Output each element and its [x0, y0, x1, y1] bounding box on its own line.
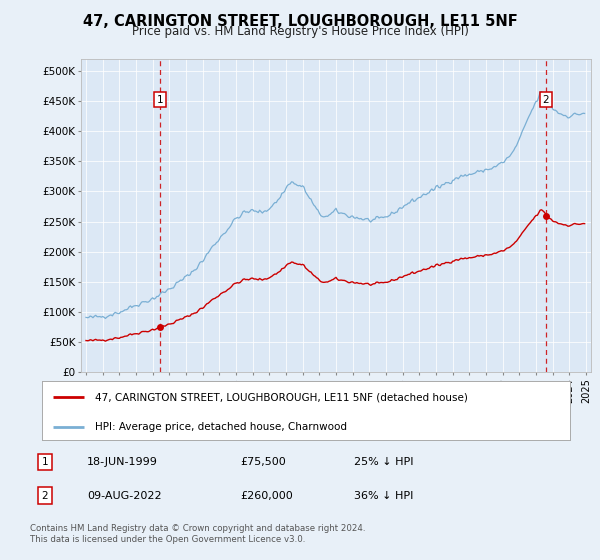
Text: 47, CARINGTON STREET, LOUGHBOROUGH, LE11 5NF: 47, CARINGTON STREET, LOUGHBOROUGH, LE11…: [83, 14, 517, 29]
Text: £75,500: £75,500: [240, 457, 286, 467]
Text: 2: 2: [542, 95, 550, 105]
Text: Price paid vs. HM Land Registry's House Price Index (HPI): Price paid vs. HM Land Registry's House …: [131, 25, 469, 38]
Text: 18-JUN-1999: 18-JUN-1999: [87, 457, 158, 467]
Text: 1: 1: [41, 457, 49, 467]
Text: 2: 2: [41, 491, 49, 501]
Text: 25% ↓ HPI: 25% ↓ HPI: [354, 457, 413, 467]
Text: 09-AUG-2022: 09-AUG-2022: [87, 491, 161, 501]
Text: 47, CARINGTON STREET, LOUGHBOROUGH, LE11 5NF (detached house): 47, CARINGTON STREET, LOUGHBOROUGH, LE11…: [95, 392, 467, 402]
Text: Contains HM Land Registry data © Crown copyright and database right 2024.
This d: Contains HM Land Registry data © Crown c…: [30, 524, 365, 544]
Text: HPI: Average price, detached house, Charnwood: HPI: Average price, detached house, Char…: [95, 422, 347, 432]
Text: 1: 1: [157, 95, 164, 105]
Text: 36% ↓ HPI: 36% ↓ HPI: [354, 491, 413, 501]
Text: £260,000: £260,000: [240, 491, 293, 501]
